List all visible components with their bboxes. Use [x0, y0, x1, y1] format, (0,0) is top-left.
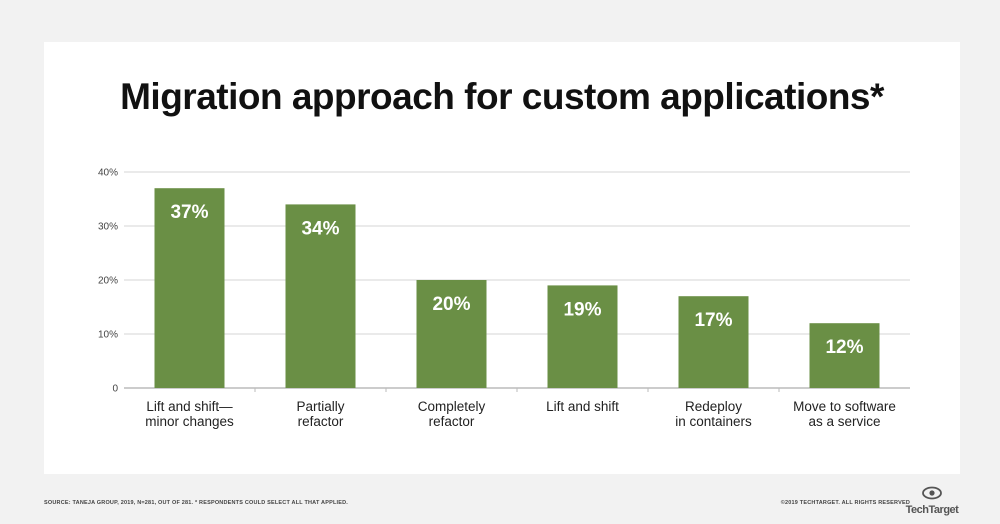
category-label: Move to software as a service [793, 399, 896, 429]
value-labels: 37% 34% 20% 19% 17% 12% [170, 202, 863, 358]
bar [547, 285, 618, 388]
value-label: 19% [563, 299, 601, 320]
category-label-line: Lift and shift— [146, 399, 233, 414]
value-label: 37% [170, 202, 208, 223]
eye-icon [922, 486, 942, 500]
y-axis-ticks: 0 10% 20% 30% 40% [98, 168, 118, 395]
value-label: 12% [825, 337, 863, 358]
category-label-line: refactor [298, 414, 344, 429]
y-tick-label: 40% [98, 168, 118, 179]
category-label-line: as a service [808, 414, 880, 429]
value-label: 17% [694, 310, 732, 331]
bar [809, 323, 880, 388]
category-label-line: Lift and shift [546, 399, 619, 414]
y-tick-label: 30% [98, 222, 118, 233]
value-label: 34% [301, 218, 339, 239]
y-tick-label: 10% [98, 330, 118, 341]
category-label-line: Redeploy [685, 399, 742, 414]
y-tick-label: 0 [112, 384, 118, 395]
value-label: 20% [432, 294, 470, 315]
category-label: Redeploy in containers [675, 399, 752, 429]
chart-title: Migration approach for custom applicatio… [120, 76, 884, 117]
category-label-line: in containers [675, 414, 752, 429]
y-tick-label: 20% [98, 276, 118, 287]
category-label-line: Move to software [793, 399, 896, 414]
category-label-line: Completely [418, 399, 486, 414]
category-label: Completely refactor [418, 399, 486, 429]
category-label-line: refactor [429, 414, 475, 429]
category-label-line: minor changes [145, 414, 234, 429]
logo-text: TechTarget [905, 504, 959, 516]
techtarget-logo: TechTarget [904, 486, 960, 516]
category-label: Lift and shift [546, 399, 619, 414]
bar [285, 204, 356, 388]
copyright-note: ©2019 TECHTARGET. ALL RIGHTS RESERVED [780, 500, 910, 506]
bar [416, 280, 487, 388]
bar [154, 188, 225, 388]
source-note: SOURCE: TANEJA GROUP, 2019, N=281, OUT O… [44, 500, 348, 506]
category-label: Partially refactor [296, 399, 344, 429]
bar [678, 296, 749, 388]
bars [154, 188, 880, 388]
category-label-line: Partially [296, 399, 344, 414]
category-label: Lift and shift— minor changes [145, 399, 234, 429]
grid-lines [124, 171, 910, 392]
